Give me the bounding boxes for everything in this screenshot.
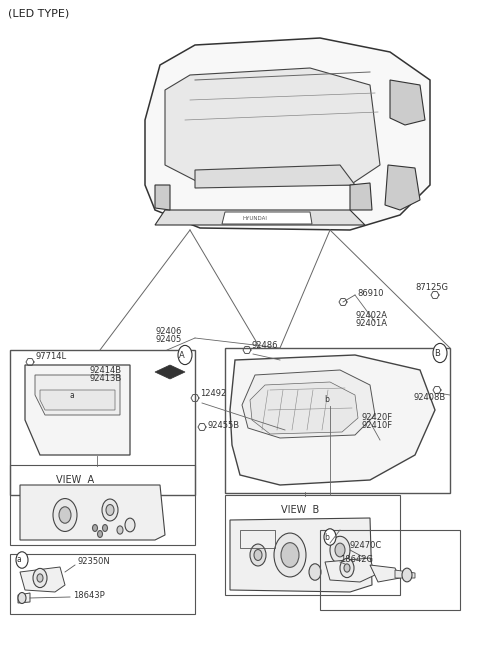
Bar	[10, 350, 195, 495]
Text: 92410F: 92410F	[362, 422, 393, 430]
Circle shape	[59, 507, 71, 523]
Polygon shape	[155, 210, 365, 225]
Text: 92414B: 92414B	[90, 365, 122, 374]
Text: (LED TYPE): (LED TYPE)	[8, 9, 69, 19]
Text: HYUNDAI: HYUNDAI	[242, 216, 267, 220]
Circle shape	[18, 592, 26, 603]
Polygon shape	[195, 165, 355, 188]
Circle shape	[69, 387, 81, 403]
Polygon shape	[350, 183, 372, 210]
Circle shape	[53, 499, 77, 532]
Polygon shape	[230, 355, 435, 485]
Text: a: a	[70, 390, 74, 399]
Text: 92350N: 92350N	[78, 557, 111, 567]
Polygon shape	[385, 165, 420, 210]
Circle shape	[402, 568, 412, 582]
Polygon shape	[155, 365, 185, 379]
Bar	[225, 495, 400, 595]
Circle shape	[33, 569, 47, 588]
Polygon shape	[165, 68, 380, 185]
Text: b: b	[324, 395, 329, 405]
Text: 92402A: 92402A	[355, 311, 387, 320]
Bar	[240, 530, 275, 548]
Polygon shape	[35, 375, 120, 415]
Circle shape	[324, 392, 336, 408]
Polygon shape	[145, 38, 430, 230]
Text: b: b	[324, 532, 329, 542]
Circle shape	[335, 543, 345, 557]
Polygon shape	[395, 570, 415, 578]
Text: 92413B: 92413B	[90, 374, 122, 382]
Text: 97714L: 97714L	[35, 353, 66, 361]
Polygon shape	[18, 593, 30, 603]
Circle shape	[281, 543, 299, 567]
Polygon shape	[40, 390, 115, 410]
Text: A: A	[179, 351, 185, 359]
Bar	[10, 465, 195, 545]
Circle shape	[102, 499, 118, 521]
Polygon shape	[250, 382, 358, 434]
Polygon shape	[325, 558, 375, 582]
Text: 92401A: 92401A	[355, 318, 387, 328]
Text: 92420F: 92420F	[362, 413, 393, 422]
Circle shape	[93, 524, 97, 532]
Text: 86910: 86910	[357, 288, 384, 297]
Circle shape	[330, 536, 350, 564]
Text: 92470C: 92470C	[350, 540, 382, 549]
Circle shape	[344, 564, 350, 572]
Text: 18643P: 18643P	[73, 592, 105, 601]
Circle shape	[309, 564, 321, 580]
Polygon shape	[155, 185, 170, 210]
Text: 92455B: 92455B	[207, 420, 239, 430]
Circle shape	[125, 518, 135, 532]
Text: 87125G: 87125G	[415, 282, 448, 291]
Circle shape	[106, 505, 114, 515]
Text: VIEW  A: VIEW A	[56, 475, 94, 485]
Circle shape	[37, 574, 43, 582]
Polygon shape	[25, 365, 130, 455]
Polygon shape	[20, 485, 165, 540]
Bar	[225, 348, 450, 493]
Text: VIEW  B: VIEW B	[281, 505, 319, 515]
Bar	[320, 530, 460, 610]
Text: 18642G: 18642G	[340, 555, 373, 565]
Circle shape	[340, 559, 354, 578]
Text: 92406: 92406	[155, 328, 181, 336]
Bar	[10, 554, 195, 614]
Circle shape	[433, 343, 447, 363]
Polygon shape	[222, 212, 312, 224]
Text: 12492: 12492	[200, 388, 226, 397]
Circle shape	[254, 549, 262, 561]
Circle shape	[324, 529, 336, 545]
Text: 92405: 92405	[155, 336, 181, 345]
Circle shape	[103, 524, 108, 532]
Circle shape	[274, 533, 306, 577]
Text: 92486: 92486	[252, 340, 278, 349]
Text: 92408B: 92408B	[413, 393, 445, 403]
Polygon shape	[242, 370, 375, 438]
Circle shape	[97, 530, 103, 538]
Text: B: B	[434, 349, 440, 357]
Polygon shape	[390, 80, 425, 125]
Text: a: a	[17, 555, 22, 565]
Polygon shape	[370, 565, 400, 582]
Circle shape	[117, 526, 123, 534]
Circle shape	[16, 552, 28, 569]
Circle shape	[250, 544, 266, 566]
Polygon shape	[230, 518, 372, 592]
Circle shape	[178, 345, 192, 365]
Polygon shape	[20, 567, 65, 592]
